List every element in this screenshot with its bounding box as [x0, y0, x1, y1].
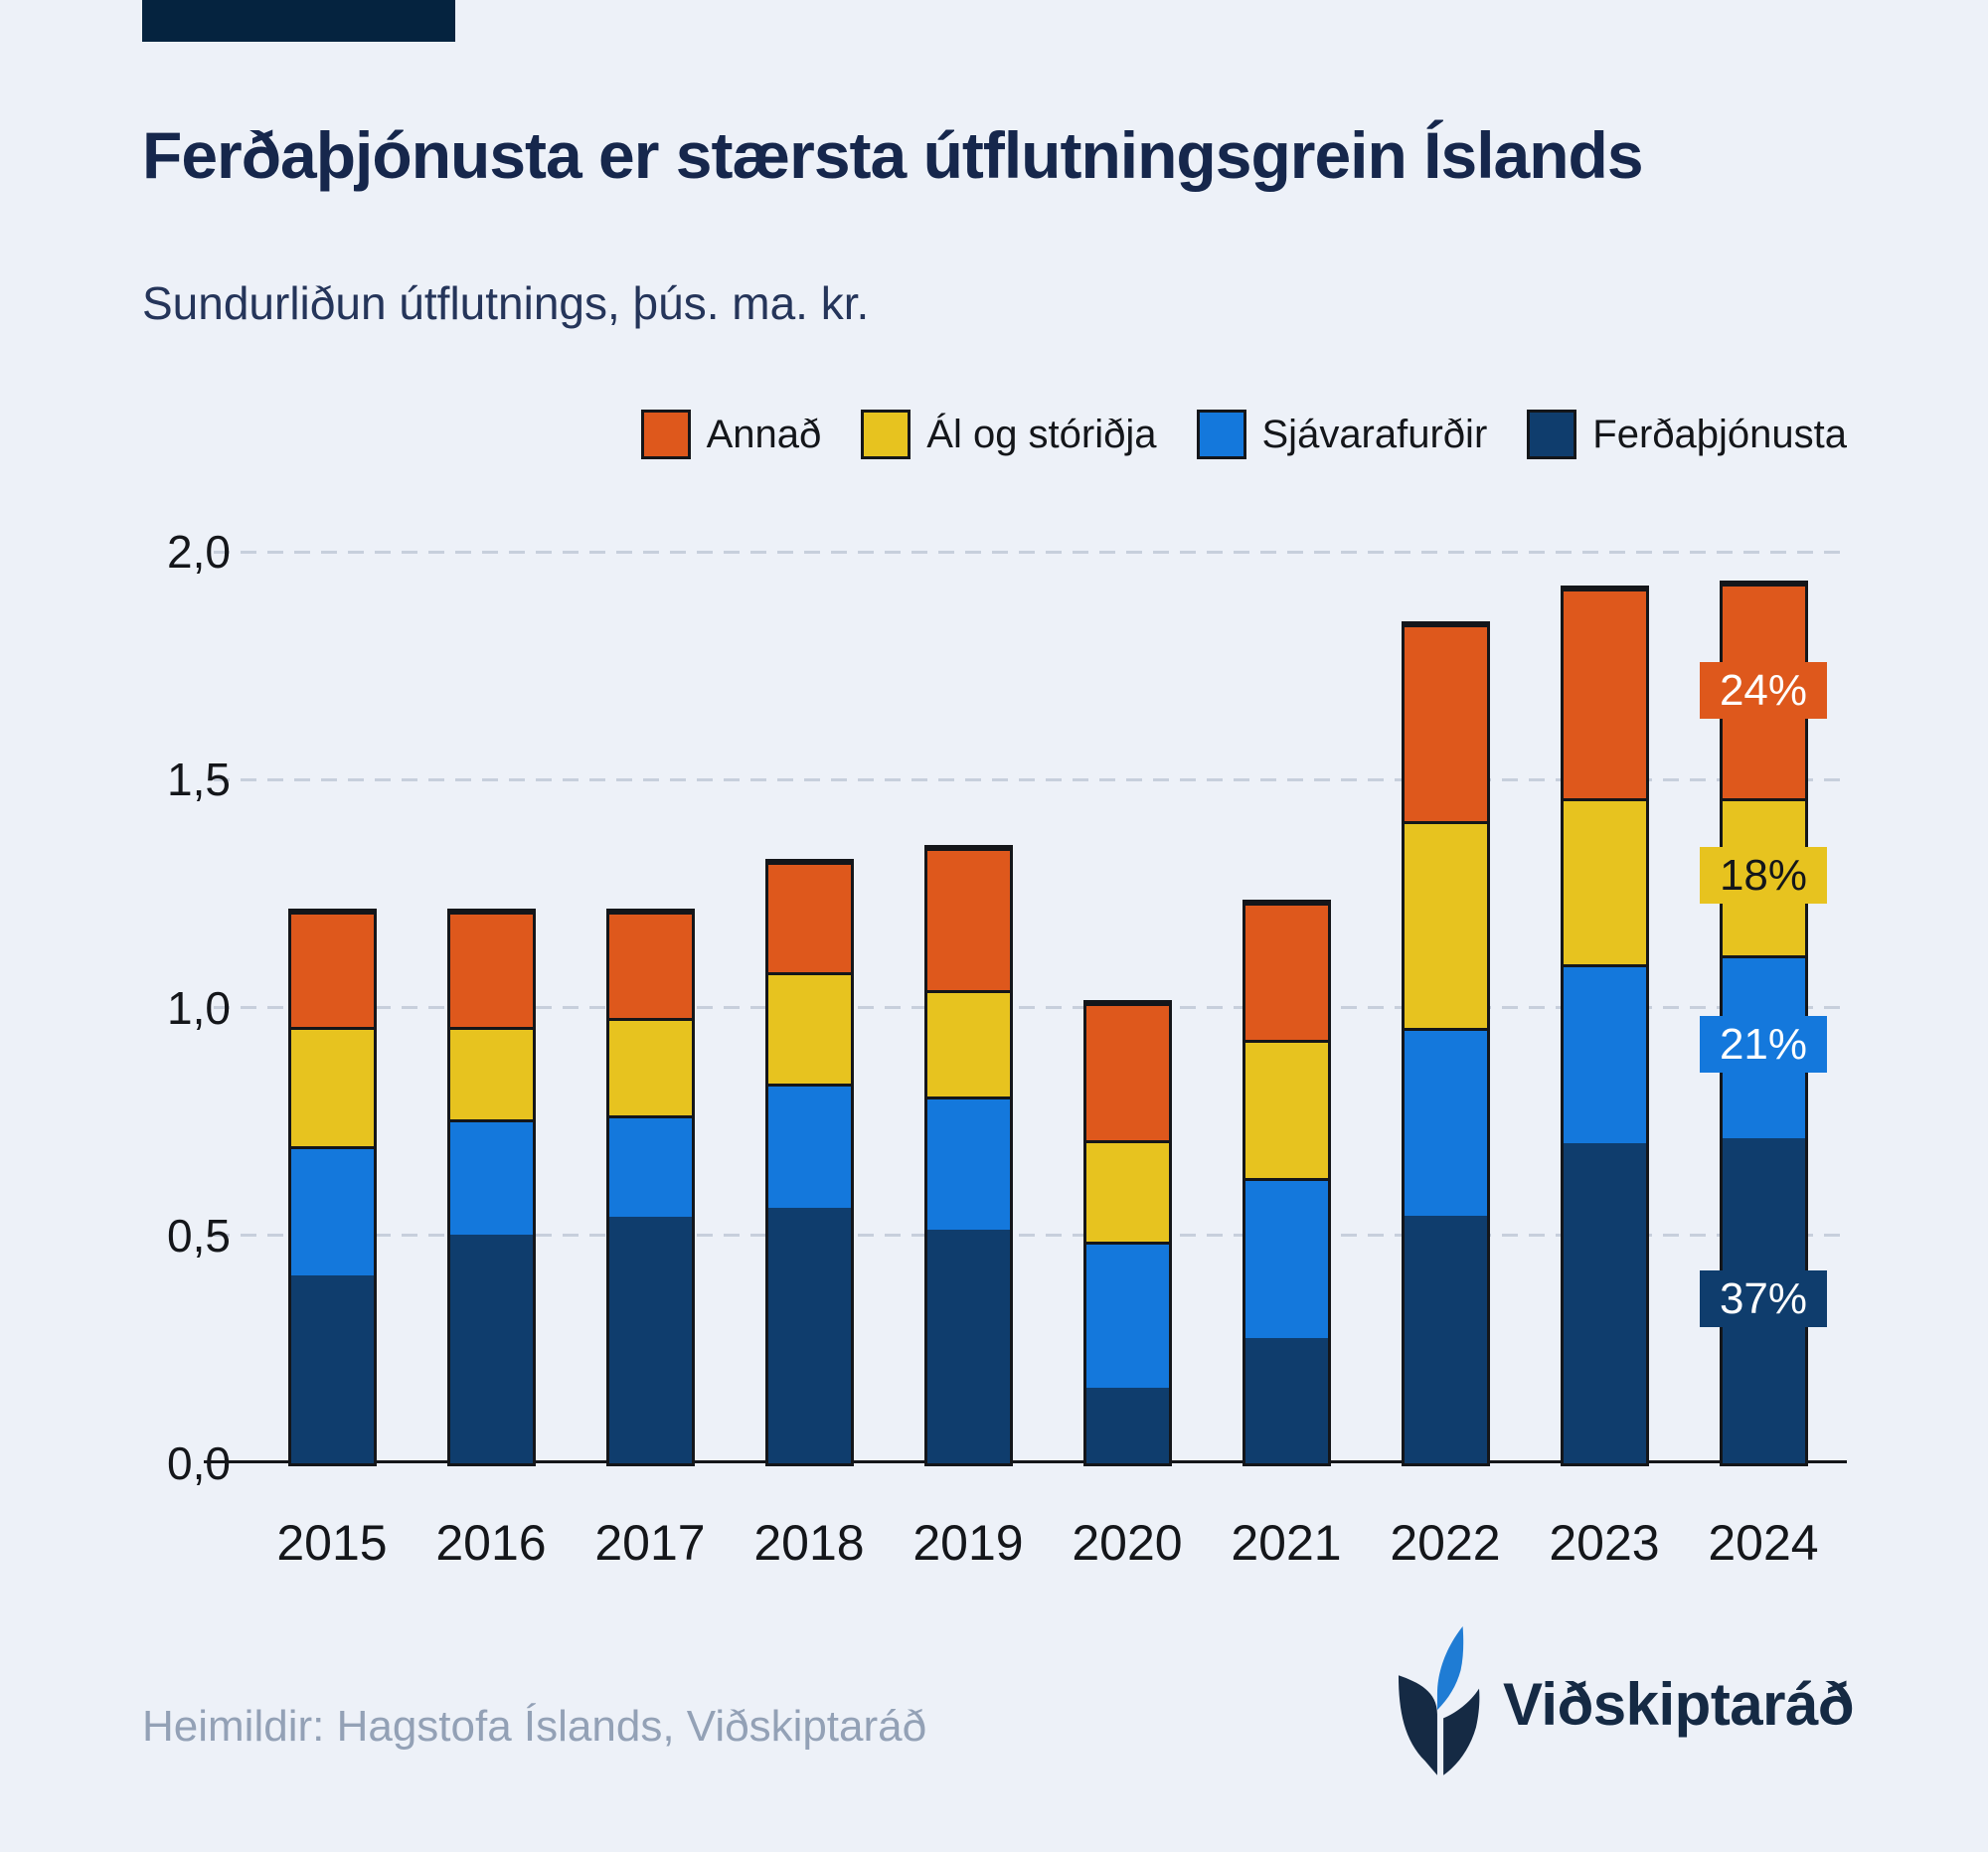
gridline — [214, 1234, 1845, 1238]
bar-segment — [926, 1230, 1010, 1463]
bar-segment — [449, 1026, 533, 1120]
percentage-badge: 21% — [1700, 1015, 1827, 1073]
x-axis-tick-label: 2016 — [435, 1515, 547, 1571]
legend-label: Sjávarafurðir — [1261, 412, 1488, 456]
bar-2016 — [446, 909, 536, 1466]
logo-icon — [1398, 1626, 1480, 1775]
bar-segment — [449, 912, 533, 1027]
legend-item: Ál og stóriðja — [861, 410, 1157, 459]
bar-segment — [1563, 1142, 1646, 1463]
bar-segment — [290, 912, 374, 1027]
bar-segment — [608, 1216, 692, 1463]
gridline — [214, 777, 1845, 781]
gridline — [214, 550, 1845, 554]
bar-segment — [608, 1017, 692, 1115]
bar-segment — [1244, 1177, 1328, 1338]
bar-segment — [608, 912, 692, 1018]
bar-segment — [1563, 588, 1646, 799]
y-axis-tick-label: 1,5 — [167, 754, 231, 806]
gridline — [214, 1006, 1845, 1009]
bar-segment — [1244, 1337, 1328, 1463]
x-axis-tick-label: 2019 — [912, 1515, 1024, 1571]
source-text: Heimildir: Hagstofa Íslands, Viðskiptará… — [142, 1702, 927, 1751]
x-axis-tick-label: 2018 — [753, 1515, 865, 1571]
bar-2020 — [1082, 999, 1172, 1466]
bar-segment — [290, 1146, 374, 1275]
x-axis-line — [204, 1460, 1847, 1463]
bar-segment — [767, 1083, 851, 1208]
legend-swatch — [1196, 410, 1246, 459]
percentage-badge: 37% — [1700, 1270, 1827, 1328]
bar-segment — [1404, 624, 1487, 822]
bar-2021 — [1242, 900, 1331, 1466]
bar-segment — [449, 1119, 533, 1235]
y-axis-tick-label: 0,0 — [167, 1437, 231, 1489]
x-axis-tick-label: 2020 — [1072, 1515, 1183, 1571]
legend-swatch — [861, 410, 911, 459]
bar-segment — [767, 861, 851, 973]
bar-segment — [1404, 821, 1487, 1028]
bar-2019 — [923, 845, 1013, 1466]
bar-segment — [1244, 903, 1328, 1041]
bar-segment — [926, 848, 1010, 991]
x-axis-tick-label: 2017 — [594, 1515, 706, 1571]
page-title: Ferðaþjónusta er stærsta útflutningsgrei… — [142, 118, 1644, 192]
percentage-badge: 18% — [1700, 847, 1827, 905]
legend: Annað Ál og stóriðja Sjávarafurðir Ferðaþjó… — [640, 410, 1847, 459]
y-axis-tick-label: 0,5 — [167, 1209, 231, 1262]
bar-segment — [608, 1114, 692, 1217]
x-axis-tick-label: 2015 — [276, 1515, 388, 1571]
bar-segment — [1563, 798, 1646, 964]
accent-bar — [142, 0, 455, 42]
bar-segment — [449, 1234, 533, 1463]
bar-segment — [1085, 1139, 1169, 1242]
legend-label: Ferðaþjónusta — [1592, 412, 1847, 456]
bar-2018 — [764, 858, 854, 1466]
bar-segment — [1404, 1027, 1487, 1216]
bar-segment — [1085, 1002, 1169, 1140]
x-axis-tick-label: 2024 — [1708, 1515, 1819, 1571]
bar-segment — [1404, 1215, 1487, 1463]
bar-segment — [926, 1096, 1010, 1231]
legend-label: Ál og stóriðja — [926, 412, 1157, 456]
percentage-badge: 24% — [1700, 662, 1827, 720]
bar-segment — [290, 1026, 374, 1147]
bar-segment — [290, 1274, 374, 1463]
bar-2023 — [1560, 585, 1649, 1466]
chart-subtitle: Sundurliðun útflutnings, þús. ma. kr. — [142, 277, 870, 329]
legend-swatch — [640, 410, 691, 459]
legend-item: Sjávarafurðir — [1196, 410, 1488, 459]
bar-2022 — [1401, 621, 1490, 1466]
bar-segment — [1244, 1040, 1328, 1178]
bar-segment — [1085, 1241, 1169, 1388]
bar-segment — [1085, 1387, 1169, 1463]
x-axis-tick-label: 2023 — [1549, 1515, 1660, 1571]
x-axis-tick-label: 2022 — [1390, 1515, 1501, 1571]
legend-label: Annað — [706, 412, 822, 456]
bar-segment — [767, 1207, 851, 1463]
legend-item: Ferðaþjónusta — [1527, 410, 1847, 459]
bar-2015 — [287, 909, 377, 1466]
bar-2017 — [605, 909, 695, 1466]
y-axis-tick-label: 2,0 — [167, 526, 231, 578]
y-axis-tick-label: 1,0 — [167, 981, 231, 1034]
bar-segment — [926, 990, 1010, 1096]
x-axis-tick-label: 2021 — [1231, 1515, 1342, 1571]
legend-swatch — [1527, 410, 1577, 459]
logo-text: Viðskiptaráð — [1503, 1670, 1855, 1738]
bar-segment — [1563, 963, 1646, 1143]
bar-segment — [767, 972, 851, 1084]
legend-item: Annað — [640, 410, 822, 459]
logo: Viðskiptaráð — [1394, 1624, 1855, 1783]
